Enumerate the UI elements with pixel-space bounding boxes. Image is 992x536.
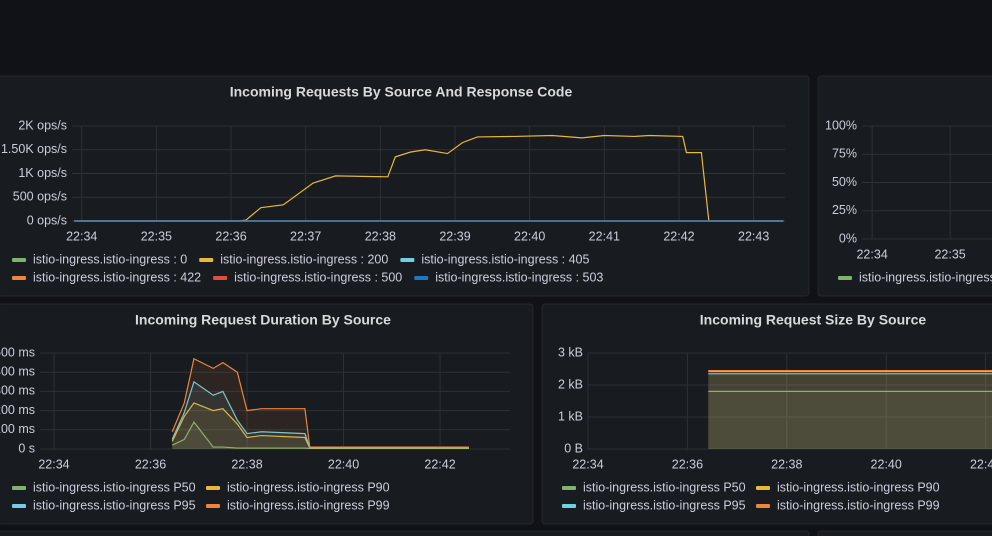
legend-swatch — [838, 276, 852, 280]
legend-label: istio-ingress.istio-ingress : 0 — [33, 252, 187, 266]
panel-title: Incoming Requests By Source And Response… — [230, 84, 573, 100]
x-tick-label: 22:34 — [38, 457, 69, 471]
series-line — [171, 357, 469, 448]
legend-label: istio-ingress.istio-ingress : 405 — [421, 252, 589, 266]
legend-label: istio-ingress.istio-ingress P99 — [227, 498, 390, 512]
legend-label: istio-ingress.istio-ingress P50 — [583, 480, 746, 494]
legend-label: istio-ingress.istio-ingress P95 — [33, 498, 196, 512]
panel-title: Incoming Request Duration By Source — [135, 312, 391, 328]
header-bar — [0, 0, 992, 70]
y-tick-label: 0 ops/s — [27, 213, 67, 227]
legend-label: istio-ingress.istio-ingress : 200 — [220, 252, 388, 266]
x-tick-label: 22:36 — [672, 457, 703, 471]
y-tick-label: 200 ms — [0, 403, 35, 417]
x-tick-label: 22:38 — [231, 457, 262, 471]
x-tick-label: 22:34 — [572, 457, 603, 471]
y-tick-label: 100% — [825, 118, 857, 132]
y-tick-label: 25% — [832, 203, 857, 217]
x-tick-label: 22:34 — [66, 229, 97, 243]
legend-label: istio-ingress.istio-ingress : 503 — [435, 270, 603, 284]
y-tick-label: 1.50K ops/s — [1, 142, 67, 156]
legend-swatch — [206, 504, 220, 508]
legend-swatch — [12, 276, 26, 280]
y-tick-label: 2K ops/s — [18, 118, 67, 132]
x-tick-label: 22:40 — [514, 229, 545, 243]
x-tick-label: 22:40 — [871, 457, 902, 471]
x-tick-label: 22:38 — [365, 229, 396, 243]
y-tick-label: 3 kB — [558, 345, 583, 359]
y-tick-label: 0 B — [564, 441, 583, 455]
x-tick-label: 22:36 — [135, 457, 166, 471]
legend-label: istio-ingress.istio-ingress P50 — [33, 480, 196, 494]
x-tick-label: 22:43 — [738, 229, 769, 243]
legend-label: istio-ingress.istio-ingress P99 — [777, 498, 940, 512]
area-fill — [172, 358, 469, 449]
y-tick-label: 1K ops/s — [18, 166, 67, 180]
y-tick-label: 0 s — [18, 441, 35, 455]
area-fill — [708, 370, 992, 449]
x-tick-label: 22:42 — [663, 229, 694, 243]
legend-swatch — [756, 486, 770, 490]
legend-swatch — [12, 486, 26, 490]
x-tick-label: 22:42 — [970, 457, 992, 471]
legend-label: istio-ingress.istio-ingress : 500 — [234, 270, 402, 284]
y-tick-label: 50% — [832, 175, 857, 189]
legend-label: istio-ingress.istio-ingress : 422 — [33, 270, 201, 284]
x-tick-label: 22:38 — [771, 457, 802, 471]
legend-swatch — [12, 258, 26, 262]
area-fill — [708, 373, 992, 449]
area-fill — [708, 391, 992, 449]
x-tick-label: 22:39 — [439, 229, 470, 243]
panel — [0, 303, 534, 525]
legend-swatch — [562, 504, 576, 508]
legend-label: istio-ingress.istio-ingress P90 — [227, 480, 390, 494]
area-fill — [172, 422, 469, 449]
x-tick-label: 22:41 — [589, 229, 620, 243]
y-tick-label: 2 kB — [558, 377, 583, 391]
panel-title: Incoming Request Size By Source — [700, 312, 927, 328]
x-tick-label: 22:37 — [290, 229, 321, 243]
y-tick-label: 0% — [839, 231, 857, 245]
x-tick-label: 22:35 — [141, 229, 172, 243]
panel — [817, 530, 992, 536]
legend-label: istio-ingress.istio-ingress — [859, 270, 992, 284]
y-tick-label: 500 ms — [0, 345, 35, 359]
x-tick-label: 22:42 — [424, 457, 455, 471]
y-tick-label: 400 ms — [0, 364, 35, 378]
y-tick-label: 75% — [832, 147, 857, 161]
area-fill — [708, 371, 992, 449]
legend-swatch — [213, 276, 228, 280]
legend-swatch — [400, 258, 415, 262]
legend-swatch — [756, 504, 770, 508]
legend-swatch — [414, 276, 429, 280]
legend-swatch — [206, 486, 220, 490]
legend-swatch — [199, 258, 214, 262]
panel — [541, 303, 992, 525]
legend-swatch — [562, 486, 576, 490]
legend-label: istio-ingress.istio-ingress P90 — [777, 480, 940, 494]
area-fill — [172, 381, 469, 449]
y-tick-label: 500 ops/s — [13, 190, 67, 204]
x-tick-label: 22:34 — [856, 247, 887, 261]
x-tick-label: 22:40 — [328, 457, 359, 471]
panel — [0, 530, 810, 536]
x-tick-label: 22:35 — [934, 247, 965, 261]
panel — [817, 75, 992, 297]
legend-label: istio-ingress.istio-ingress P95 — [583, 498, 746, 512]
panel — [0, 75, 810, 297]
y-tick-label: 100 ms — [0, 422, 35, 436]
y-tick-label: 1 kB — [558, 409, 583, 423]
y-tick-label: 300 ms — [0, 384, 35, 398]
series-line — [74, 134, 784, 222]
legend-swatch — [12, 504, 26, 508]
x-tick-label: 22:36 — [215, 229, 246, 243]
